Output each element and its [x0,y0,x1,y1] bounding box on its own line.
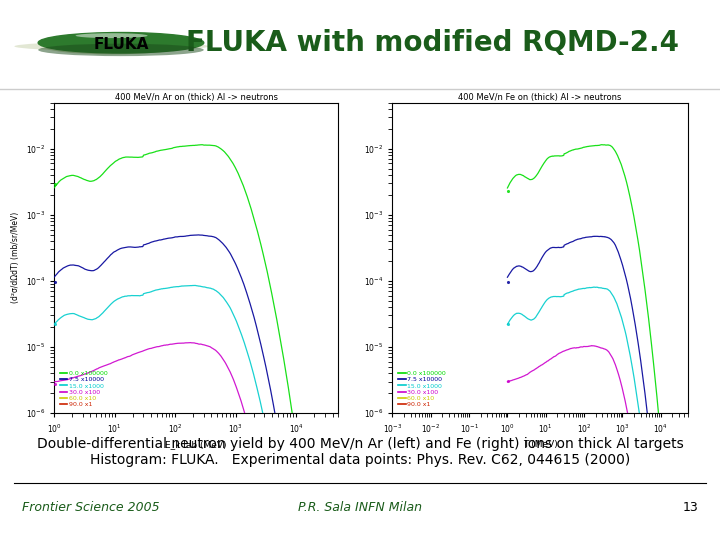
Point [49,278,60,286]
Ellipse shape [43,38,180,55]
X-axis label: E_k lab (MeV): E_k lab (MeV) [166,440,227,449]
Point [49,180,60,188]
Point [49,380,60,388]
Point [502,187,513,195]
Text: Double-differential neutron yield by 400 MeV/n Ar (left) and Fe (right) ions on : Double-differential neutron yield by 400… [37,437,683,451]
Ellipse shape [76,33,148,38]
Point [49,320,60,328]
Legend: 0.0 x100000, 7.5 x10000, 15.0 x1000, 30.0 x100, 60.0 x10, 90.0 x1: 0.0 x100000, 7.5 x10000, 15.0 x1000, 30.… [57,368,110,410]
Circle shape [38,32,204,53]
Text: P.R. Sala INFN Milan: P.R. Sala INFN Milan [298,501,422,514]
Text: FLUKA with modified RQMD-2.4: FLUKA with modified RQMD-2.4 [186,29,678,57]
Ellipse shape [14,42,209,51]
Point [502,376,513,385]
Text: Histogram: FLUKA.   Experimental data points: Phys. Rev. C62, 044615 (2000): Histogram: FLUKA. Experimental data poin… [90,453,630,467]
Title: 400 MeV/n Ar on (thick) Al -> neutrons: 400 MeV/n Ar on (thick) Al -> neutrons [114,93,278,102]
X-axis label: T (MeV): T (MeV) [523,440,557,449]
Point [502,320,513,328]
Title: 400 MeV/n Fe on (thick) Al -> neutrons: 400 MeV/n Fe on (thick) Al -> neutrons [459,93,621,102]
Point [502,465,513,474]
Point [49,469,60,478]
Legend: 0.0 x100000, 7.5 x10000, 15.0 x1000, 30.0 x100, 60.0 x10, 90.0 x1: 0.0 x100000, 7.5 x10000, 15.0 x1000, 30.… [395,368,449,410]
Text: FLUKA: FLUKA [94,37,148,52]
Text: Frontier Science 2005: Frontier Science 2005 [22,501,159,514]
Point [502,277,513,286]
Text: 13: 13 [683,501,698,514]
Y-axis label: (d²σ/dΩdT) (mb/sr/MeV): (d²σ/dΩdT) (mb/sr/MeV) [11,212,20,303]
Ellipse shape [38,44,204,56]
